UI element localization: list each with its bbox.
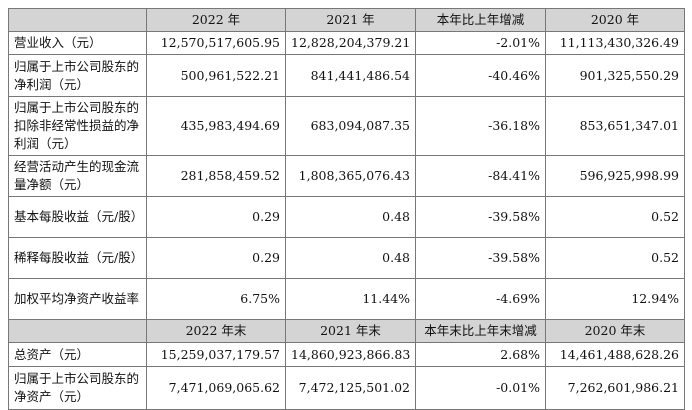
header-cell: 2021 年末 (285, 319, 416, 343)
financial-table: 2022 年 2021 年本年比上年增减 2020 年营业收入（元） 12,570,5… (8, 8, 685, 410)
data-row: 总资产（元） 15,259,037,179.57 14,860,923,866.83… (8, 342, 685, 367)
value-cell: -2.01% (415, 31, 546, 55)
table-container: 2022 年 2021 年本年比上年增减 2020 年营业收入（元） 12,570,5… (8, 8, 685, 410)
header-cell: 2021 年 (285, 8, 416, 32)
value-cell: 0.52 (545, 196, 685, 238)
value-cell: 11,113,430,326.49 (545, 31, 685, 55)
value-cell: 0.48 (285, 237, 416, 279)
value-cell: 0.48 (285, 196, 416, 238)
data-row: 经营活动产生的现金流量净额（元） 281,858,459.52 1,808,365,… (8, 155, 685, 197)
header-cell: 本年末比上年末增减 (415, 319, 546, 343)
value-cell: 15,259,037,179.57 (146, 342, 286, 367)
value-cell: -39.58% (415, 196, 546, 238)
value-cell: 7,472,125,501.02 (285, 366, 416, 410)
row-label: 归属于上市公司股东的净资产（元） (8, 366, 147, 410)
value-cell: 14,461,488,628.26 (545, 342, 685, 367)
page: {"table": { "header1": ["", "2022 年", "2… (8, 8, 685, 410)
value-cell: 7,471,069,065.62 (146, 366, 286, 410)
value-cell: 1,808,365,076.43 (285, 155, 416, 197)
value-cell: -4.69% (415, 278, 546, 320)
value-cell: -39.58% (415, 237, 546, 279)
row-label: 稀释每股收益（元/股） (8, 237, 147, 279)
value-cell: 11.44% (285, 278, 416, 320)
value-cell: 7,262,601,986.21 (545, 366, 685, 410)
value-cell: -84.41% (415, 155, 546, 197)
header-row: 2022 年末 2021 年末 本年末比上年末增减 2020 年末 (8, 319, 685, 343)
value-cell: 853,651,347.01 (545, 96, 685, 156)
row-label: 经营活动产生的现金流量净额（元） (8, 155, 147, 197)
value-cell: 12,570,517,605.95 (146, 31, 286, 55)
value-cell: 2.68% (415, 342, 546, 367)
data-row: 归属于上市公司股东的净利润（元） 500,961,522.21 841,441,48… (8, 54, 685, 97)
value-cell: 12.94% (545, 278, 685, 320)
row-label: 归属于上市公司股东的净利润（元） (8, 54, 147, 97)
value-cell: 281,858,459.52 (146, 155, 286, 197)
value-cell: 0.29 (146, 196, 286, 238)
value-cell: 841,441,486.54 (285, 54, 416, 97)
header-cell: 2020 年 (545, 8, 685, 32)
value-cell: -40.46% (415, 54, 546, 97)
row-label: 加权平均净资产收益率 (8, 278, 147, 320)
header-cell (8, 319, 147, 343)
value-cell: -36.18% (415, 96, 546, 156)
data-row: 稀释每股收益（元/股） 0.29 0.48 -39.58% 0.52 (8, 237, 685, 279)
row-label: 基本每股收益（元/股） (8, 196, 147, 238)
header-cell (8, 8, 147, 32)
row-label: 总资产（元） (8, 342, 147, 367)
data-row: 归属于上市公司股东的净资产（元） 7,471,069,065.62 7,472,12… (8, 366, 685, 410)
value-cell: 500,961,522.21 (146, 54, 286, 97)
header-cell: 2020 年末 (545, 319, 685, 343)
value-cell: 435,983,494.69 (146, 96, 286, 156)
value-cell: 0.52 (545, 237, 685, 279)
data-row: 归属于上市公司股东的扣除非经常性损益的净利润（元） 435,983,494.69 6… (8, 96, 685, 156)
data-row: 基本每股收益（元/股） 0.29 0.48 -39.58% 0.52 (8, 196, 685, 238)
data-row: 加权平均净资产收益率 6.75% 11.44% -4.69% 12.94% (8, 278, 685, 320)
header-cell: 2022 年末 (146, 319, 286, 343)
data-row: 营业收入（元） 12,570,517,605.95 12,828,204,379.2… (8, 31, 685, 55)
value-cell: 14,860,923,866.83 (285, 342, 416, 367)
header-cell: 2022 年 (146, 8, 286, 32)
value-cell: 6.75% (146, 278, 286, 320)
row-label: 营业收入（元） (8, 31, 147, 55)
row-label: 归属于上市公司股东的扣除非经常性损益的净利润（元） (8, 96, 147, 156)
header-row: 2022 年 2021 年本年比上年增减 2020 年 (8, 8, 685, 32)
value-cell: 12,828,204,379.21 (285, 31, 416, 55)
value-cell: -0.01% (415, 366, 546, 410)
value-cell: 683,094,087.35 (285, 96, 416, 156)
value-cell: 0.29 (146, 237, 286, 279)
value-cell: 596,925,998.99 (545, 155, 685, 197)
value-cell: 901,325,550.29 (545, 54, 685, 97)
header-cell: 本年比上年增减 (415, 8, 546, 32)
